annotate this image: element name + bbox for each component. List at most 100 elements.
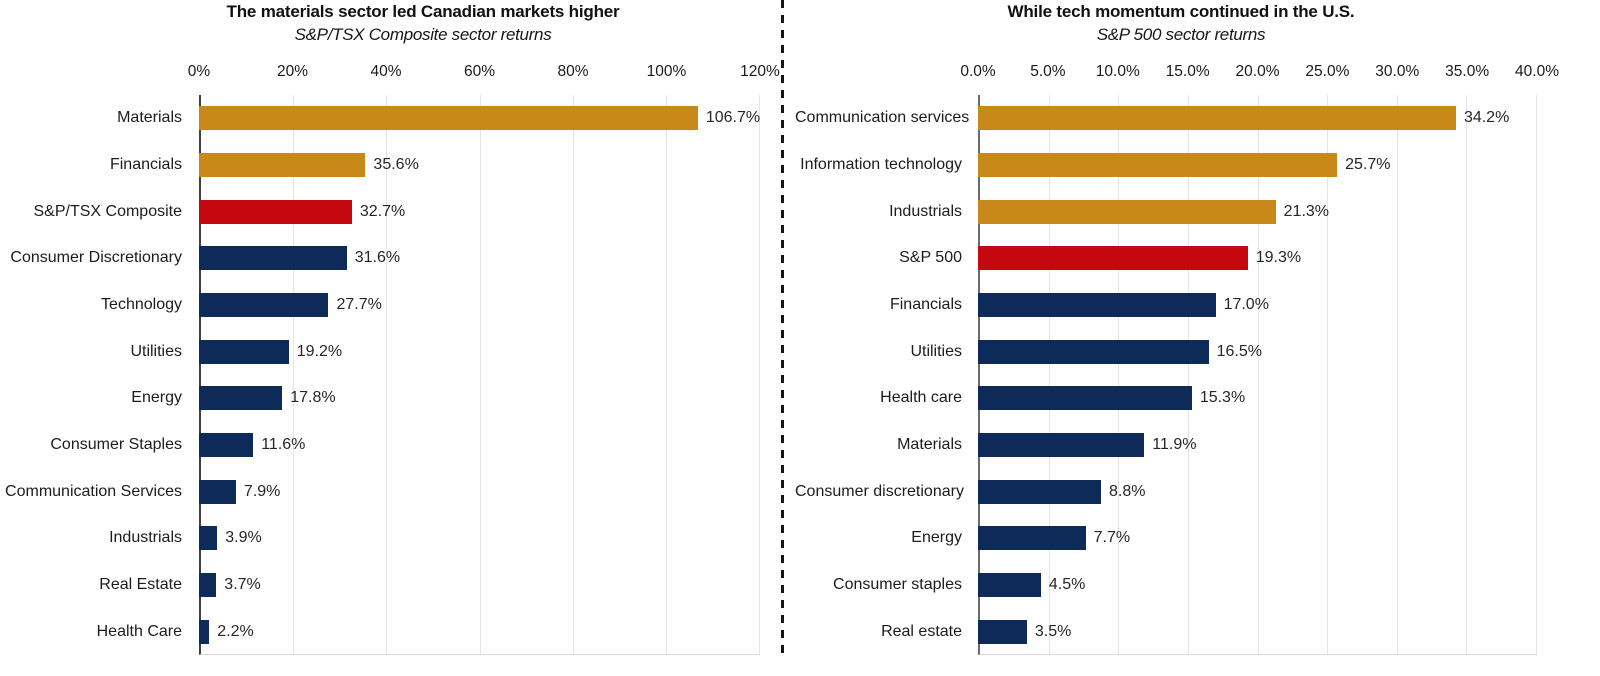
bar-zone: 27.7% <box>199 282 760 329</box>
sp500-chart-title: While tech momentum continued in the U.S… <box>1007 2 1355 21</box>
bar <box>199 199 352 224</box>
category-label: Real estate <box>881 622 962 640</box>
bar-zone: 7.7% <box>978 515 1537 562</box>
bar <box>199 572 217 597</box>
bar <box>978 292 1216 317</box>
tsx-bar-rows: Materials 106.7% Financials 35.6% S&P/TSX Co… <box>0 95 760 655</box>
bar <box>978 246 1248 271</box>
sp500-x-axis-ticks: 0.0% 5.0% 10.0% 15.0% 20.0% 25.0% 30.0% 35.0% 40… <box>960 63 1559 83</box>
x-tick-label: 40% <box>370 63 402 80</box>
bar-zone: 17.8% <box>199 375 760 422</box>
bar-row: Communication services 34.2% <box>795 95 1537 142</box>
bar-row: Communication Services 7.9% <box>0 468 760 515</box>
category-label: Consumer Staples <box>50 435 182 453</box>
bar-row: Real Estate 3.7% <box>0 562 760 609</box>
value-label: 21.3% <box>1283 202 1330 220</box>
value-label: 2.2% <box>217 622 254 640</box>
bar-zone: 7.9% <box>199 468 760 515</box>
value-label: 7.7% <box>1093 529 1131 547</box>
category-label: Utilities <box>130 342 182 360</box>
bar <box>199 339 289 364</box>
bar <box>978 386 1192 411</box>
category-label: Financials <box>889 295 962 313</box>
bar-row: Utilities 16.5% <box>795 328 1537 375</box>
bar-row: Materials 11.9% <box>795 422 1537 469</box>
category-label: Communication Services <box>5 482 182 500</box>
gridline <box>293 95 295 654</box>
category-label: Consumer discretionary <box>795 482 964 500</box>
sp500-plot-area <box>978 95 1537 655</box>
value-label: 19.2% <box>296 342 343 360</box>
bar <box>978 572 1041 597</box>
bar-row: Materials 106.7% <box>0 95 760 142</box>
value-label: 8.8% <box>1108 482 1146 500</box>
category-label: Information technology <box>800 155 962 173</box>
bar <box>199 619 210 644</box>
category-label: Industrials <box>109 529 182 547</box>
x-tick-label: 100% <box>646 63 687 80</box>
bar-zone: 2.2% <box>199 608 760 655</box>
bar-zone: 4.5% <box>978 562 1537 609</box>
sp500-chart-subtitle: S&P 500 sector returns <box>1096 25 1266 44</box>
bar <box>199 432 254 457</box>
sp500-chart-header: While tech momentum continued in the U.S… <box>795 2 1537 45</box>
gridline <box>1048 95 1050 654</box>
x-tick-label: 0.0% <box>960 63 996 80</box>
bar-row: Financials 17.0% <box>795 282 1537 329</box>
value-label: 25.7% <box>1345 155 1391 173</box>
bar <box>199 386 283 411</box>
x-tick-label: 0% <box>187 63 211 80</box>
value-label: 7.9% <box>243 482 281 500</box>
bar-zone: 8.8% <box>978 468 1537 515</box>
bar-zone: 34.2% <box>978 95 1537 142</box>
gridline <box>479 95 481 654</box>
value-label: 32.7% <box>359 202 406 220</box>
bar-zone: 106.7% <box>199 95 760 142</box>
x-tick-label: 30.0% <box>1375 63 1420 80</box>
x-tick-label: 80% <box>557 63 589 80</box>
value-label: 3.7% <box>224 575 261 593</box>
bar <box>199 526 218 551</box>
x-tick-label: 15.0% <box>1165 63 1210 80</box>
x-tick-label: 60% <box>463 63 496 80</box>
value-label: 3.5% <box>1034 622 1072 640</box>
category-label: Industrials <box>889 202 962 220</box>
tsx-plot-area <box>199 95 760 655</box>
value-label: 3.9% <box>225 529 262 547</box>
bar <box>199 246 347 271</box>
category-label: Technology <box>101 295 182 313</box>
bar-zone: 17.0% <box>978 282 1537 329</box>
bar-zone: 11.6% <box>199 422 760 469</box>
value-label: 16.5% <box>1216 342 1262 360</box>
category-label: Consumer Discretionary <box>10 249 182 267</box>
bar <box>978 339 1209 364</box>
bar-zone: 3.9% <box>199 515 760 562</box>
gridline <box>759 95 760 654</box>
bar-row: Health Care 2.2% <box>0 608 760 655</box>
bar <box>978 199 1276 224</box>
x-tick-label: 40.0% <box>1515 63 1559 80</box>
category-label: Health care <box>880 389 962 407</box>
sp500-bar-rows: Communication services 34.2% Information t… <box>795 95 1537 655</box>
value-label: 15.3% <box>1199 389 1246 407</box>
bar-zone: 16.5% <box>978 328 1537 375</box>
bar-zone: 15.3% <box>978 375 1537 422</box>
bar-zone: 32.7% <box>199 188 760 235</box>
chart-divider-dashed-line <box>781 0 784 660</box>
bar <box>199 152 366 177</box>
x-tick-label: 25.0% <box>1305 63 1350 80</box>
bar-row: Industrials 21.3% <box>795 188 1537 235</box>
bar-zone: 3.7% <box>199 562 760 609</box>
tsx-x-axis-ticks: 0% 20% 40% 60% 80% 100% 120% <box>188 63 780 83</box>
bar <box>978 152 1338 177</box>
category-label: S&P 500 <box>899 249 962 267</box>
value-label: 17.0% <box>1223 295 1269 313</box>
gridline <box>572 95 574 654</box>
bar-row: Information technology 25.7% <box>795 142 1537 189</box>
bar <box>199 106 698 131</box>
bar-zone: 19.2% <box>199 328 760 375</box>
gridline <box>386 95 388 654</box>
x-tick-label: 20% <box>276 63 309 80</box>
sp500-sector-returns-chart: While tech momentum continued in the U.S… <box>795 0 1559 676</box>
